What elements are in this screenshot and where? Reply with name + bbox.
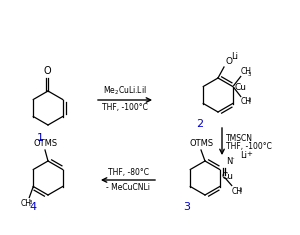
- Text: THF, -100°C: THF, -100°C: [226, 142, 272, 151]
- Text: 1: 1: [37, 133, 44, 143]
- Text: 3: 3: [248, 71, 251, 77]
- Text: - MeCuCNLi: - MeCuCNLi: [106, 183, 150, 192]
- Text: O: O: [225, 57, 232, 66]
- Text: 2: 2: [196, 119, 204, 129]
- Text: N: N: [226, 157, 232, 167]
- Text: 3: 3: [239, 188, 242, 192]
- Text: THF, -80°C: THF, -80°C: [107, 168, 148, 177]
- Text: CH: CH: [241, 98, 252, 106]
- Text: Li: Li: [240, 150, 247, 160]
- Text: O: O: [43, 66, 51, 76]
- Text: CH: CH: [232, 187, 243, 196]
- Text: Li: Li: [231, 52, 238, 61]
- Text: CH: CH: [241, 67, 252, 75]
- Text: OTMS: OTMS: [189, 139, 213, 148]
- Text: 3: 3: [28, 200, 32, 205]
- Text: 4: 4: [29, 202, 37, 212]
- Text: OTMS: OTMS: [33, 139, 57, 148]
- Text: Cu: Cu: [235, 83, 247, 92]
- Text: Cu: Cu: [222, 172, 234, 181]
- Text: THF, -100°C: THF, -100°C: [102, 103, 148, 112]
- Text: ⁻: ⁻: [231, 157, 235, 164]
- Text: CH: CH: [20, 200, 31, 208]
- Text: Me$_2$CuLi.LiI: Me$_2$CuLi.LiI: [103, 85, 147, 97]
- Text: 3: 3: [248, 98, 251, 103]
- Text: +: +: [247, 150, 253, 157]
- Text: 3: 3: [184, 202, 190, 212]
- Text: TMSCN: TMSCN: [226, 134, 253, 143]
